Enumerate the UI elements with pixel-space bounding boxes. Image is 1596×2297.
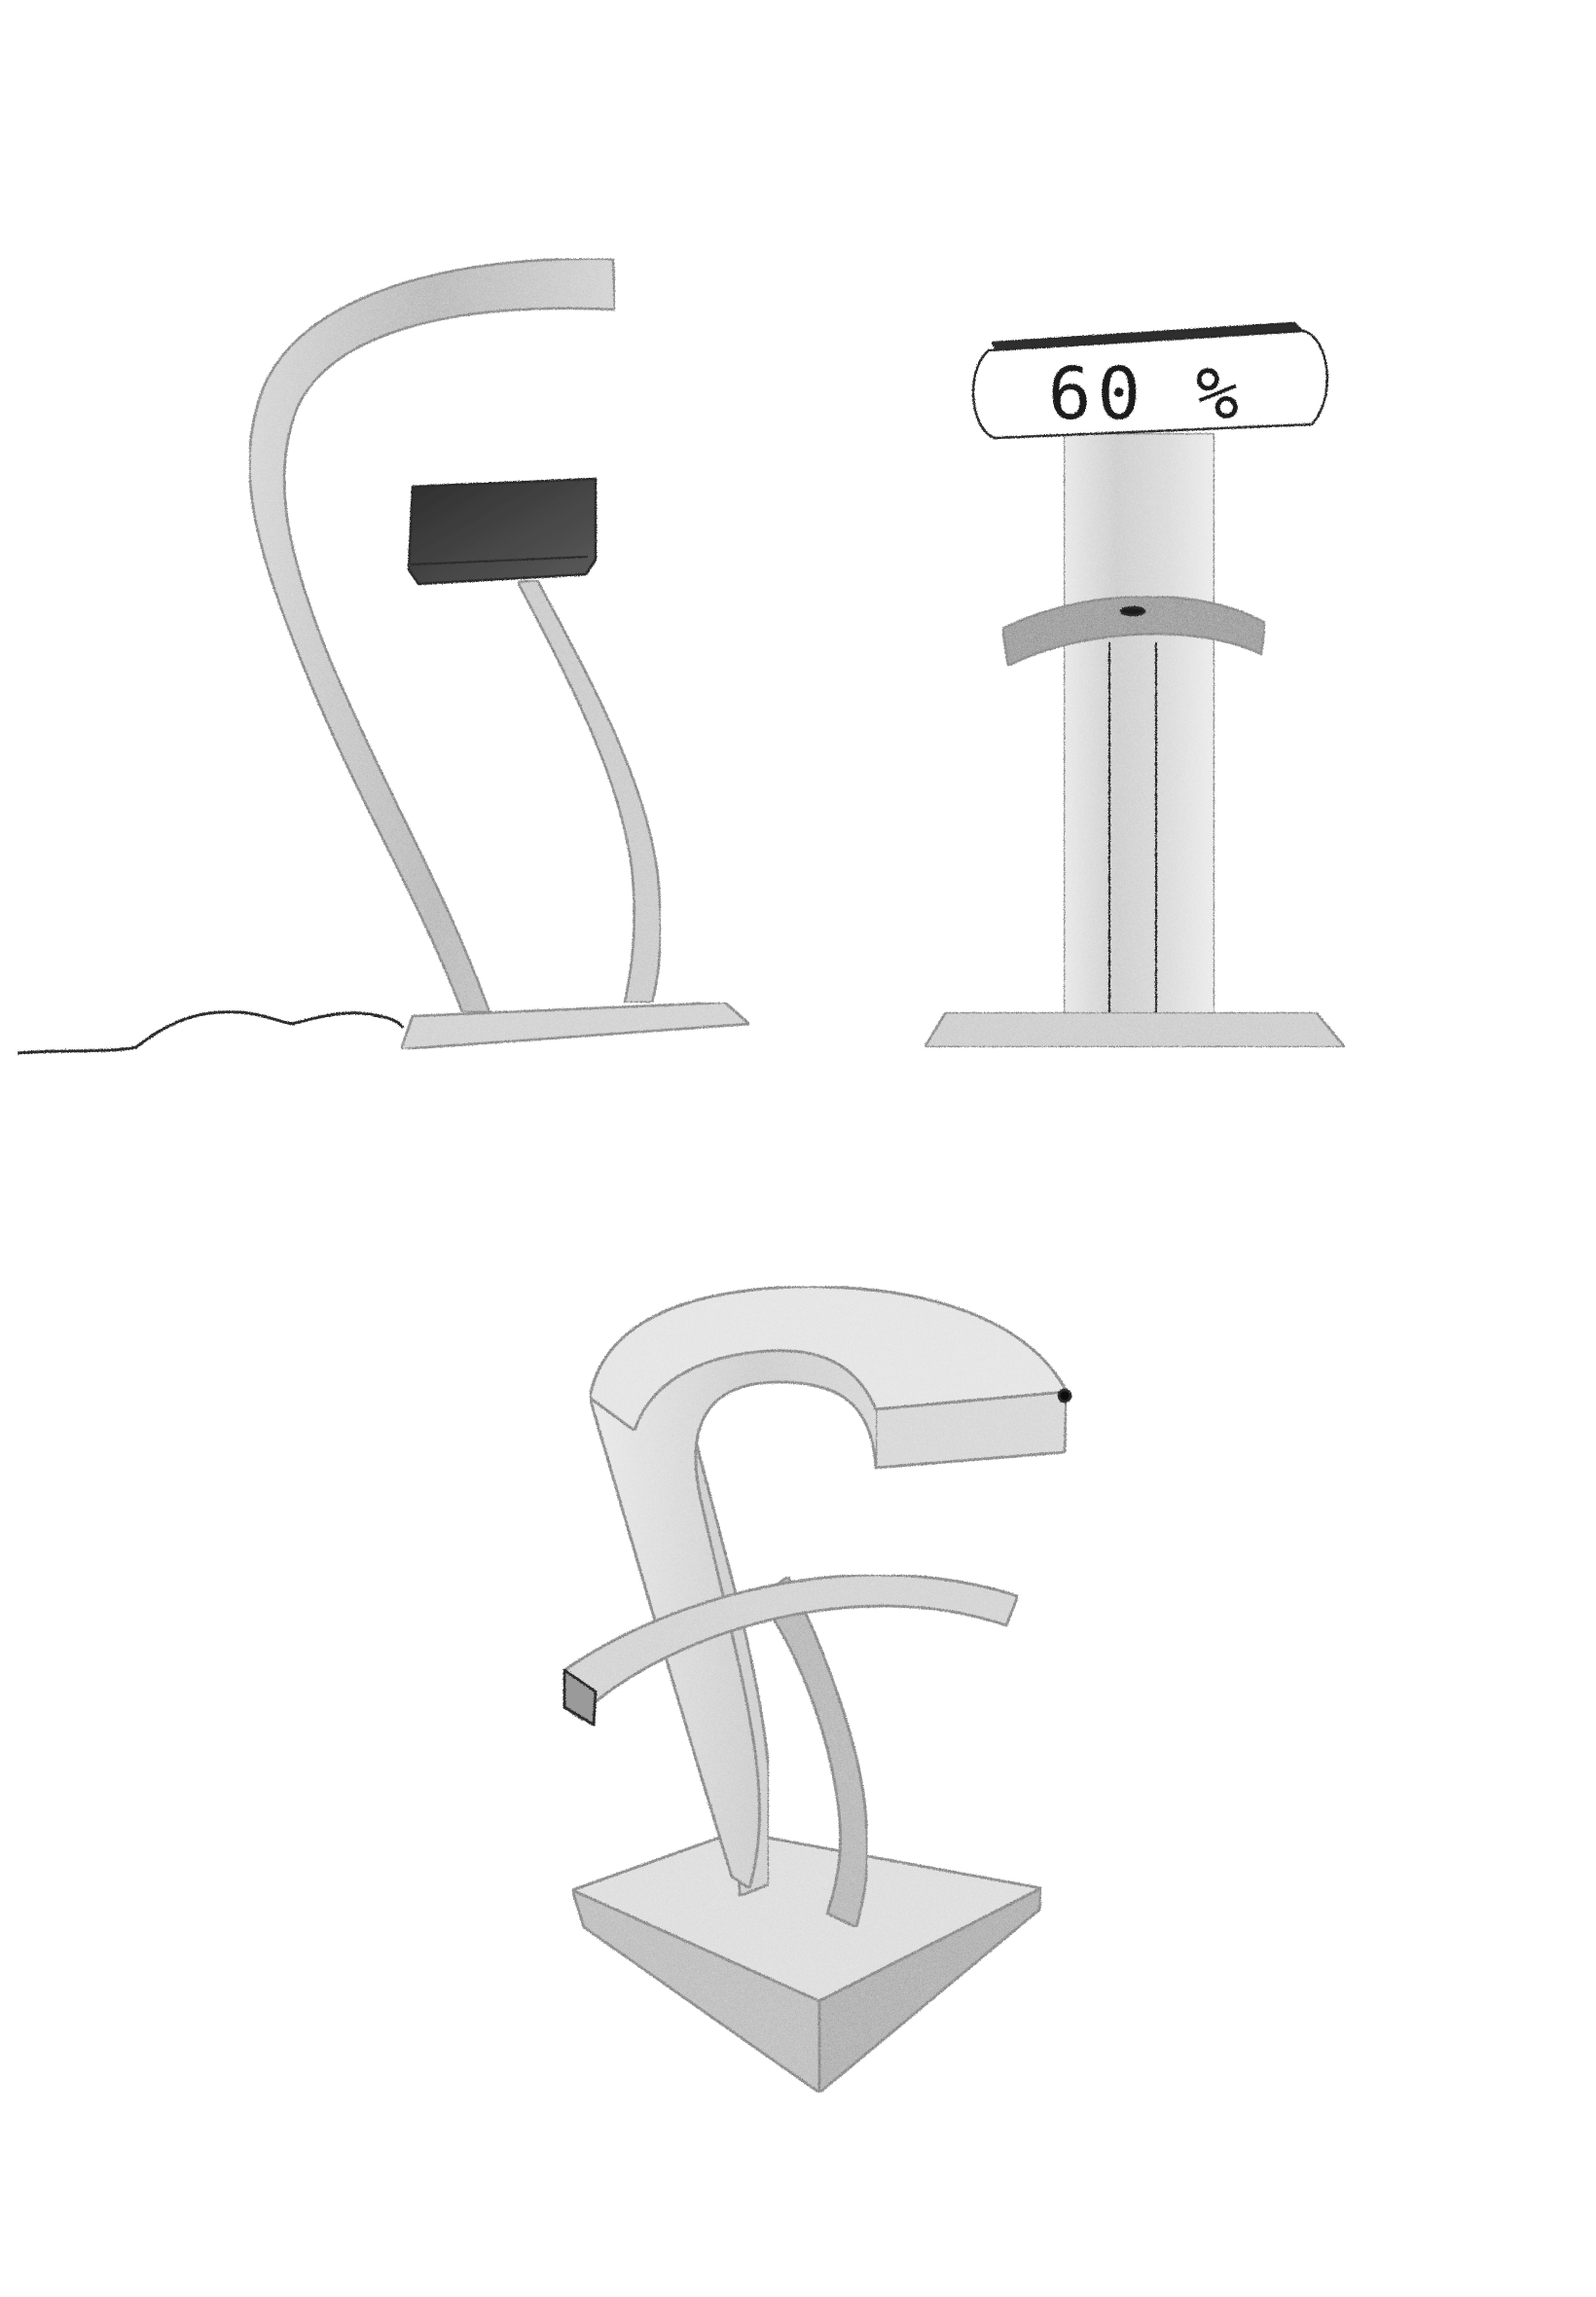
f-stand-base-top (570, 1830, 1043, 2003)
lamp-base (399, 1001, 751, 1051)
lamp-support-stem (516, 578, 663, 1004)
f-stand-hook-top (588, 1285, 1069, 1433)
stand-pillar (1062, 431, 1216, 1019)
lamp-cable (17, 1010, 405, 1055)
stand-base (923, 1010, 1347, 1049)
isometric-f-shaped-stand (562, 1285, 1072, 2095)
stand-display-panel (971, 329, 1328, 440)
stand-curved-shelf (1000, 595, 1267, 668)
pillar-display-stand: 60 % (923, 321, 1347, 1049)
curved-arm-lamp (17, 257, 751, 1055)
f-stand-base-side (817, 1886, 1043, 2095)
lamp-curved-arm (248, 257, 617, 1014)
f-stand-crossbar (562, 1573, 1020, 1723)
stand-display-readout: 60 % (1048, 352, 1245, 436)
lamp-display-head (407, 477, 598, 586)
f-stand-hook-end (874, 1390, 1069, 1470)
